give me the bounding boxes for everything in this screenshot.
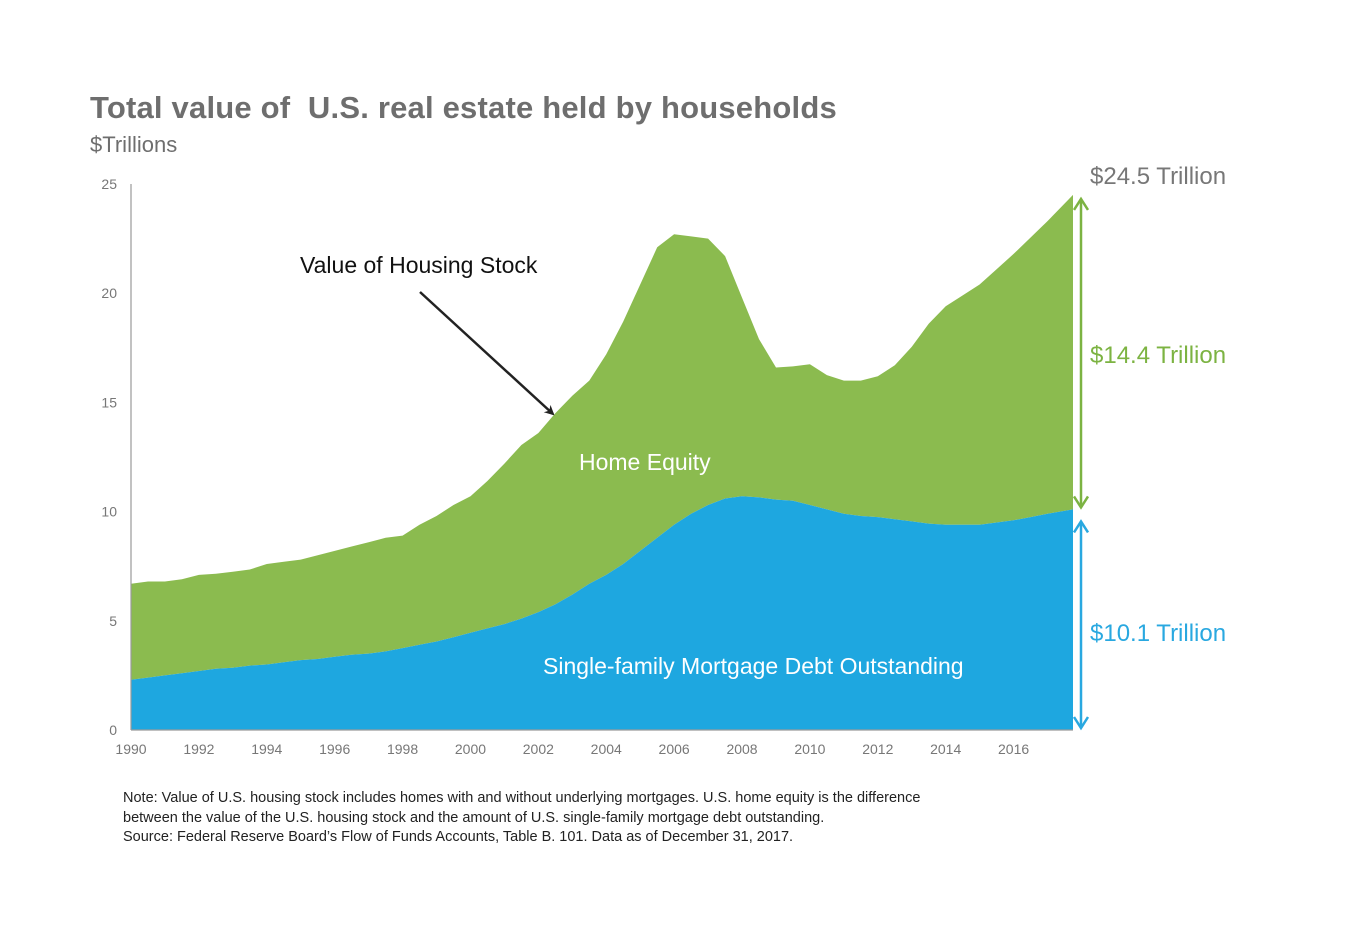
x-tick-label: 1990: [115, 741, 146, 757]
y-tick-label: 0: [109, 722, 117, 738]
x-tick-label: 1996: [319, 741, 350, 757]
equity-bracket-head-bottom: [1072, 495, 1090, 510]
x-tick-label: 2004: [591, 741, 622, 757]
chart-title: Total value of U.S. real estate held by …: [90, 90, 837, 125]
series-area-mortgage-debt: [131, 496, 1073, 730]
footnote-line: between the value of the U.S. housing st…: [123, 809, 825, 826]
x-tick-label: 2012: [862, 741, 893, 757]
chart-annotations: $24.5 Trillion $14.4 Trillion $10.1 Trilli…: [300, 163, 1226, 679]
x-tick-label: 2000: [455, 741, 486, 757]
footnote-line: Source: Federal Reserve Board’s Flow of …: [123, 829, 794, 845]
chart-subtitle: $Trillions: [90, 132, 178, 157]
footnote-line: Note: Value of U.S. housing stock includ…: [123, 790, 921, 806]
y-tick-label: 10: [101, 504, 117, 520]
x-tick-label: 2016: [998, 741, 1029, 757]
x-tick-label: 1992: [183, 741, 214, 757]
y-tick-label: 5: [109, 613, 117, 629]
total-value-label: $24.5 Trillion: [1090, 163, 1226, 190]
x-tick-label: 2002: [523, 741, 554, 757]
x-tick-label: 2010: [794, 741, 825, 757]
y-tick-label: 25: [101, 176, 117, 192]
housing-stock-label: Value of Housing Stock: [300, 252, 538, 278]
x-tick-label: 1994: [251, 741, 282, 757]
footnote: Note: Value of U.S. housing stock includ…: [123, 789, 920, 848]
value-brackets: [1072, 196, 1090, 731]
x-tick-label: 2006: [659, 741, 690, 757]
equity-bracket: [1072, 196, 1090, 510]
x-tick-label: 1998: [387, 741, 418, 757]
series-area-home-equity: [131, 194, 1073, 680]
home-equity-label: Home Equity: [579, 449, 711, 475]
x-tick-label: 2008: [726, 741, 757, 757]
chart-ticks: 0 5 10 15 20 25 1990 1992 1994 1996 1998 2000 2002 20…: [101, 176, 1029, 757]
chart-axes: [130, 184, 1073, 731]
mortgage-debt-label: Single-family Mortgage Debt Outstanding: [543, 653, 964, 679]
equity-value-label: $14.4 Trillion: [1090, 342, 1226, 369]
x-tick-label: 2014: [930, 741, 961, 757]
chart-areas: [131, 194, 1073, 730]
debt-bracket: [1072, 519, 1090, 731]
equity-bracket-head-top: [1072, 196, 1090, 211]
y-tick-label: 20: [101, 285, 117, 301]
debt-bracket-head-top: [1072, 519, 1090, 534]
debt-bracket-head-bottom: [1072, 716, 1090, 731]
debt-value-label: $10.1 Trillion: [1090, 620, 1226, 647]
y-tick-label: 15: [101, 394, 117, 410]
housing-stock-arrow: [419, 291, 555, 416]
